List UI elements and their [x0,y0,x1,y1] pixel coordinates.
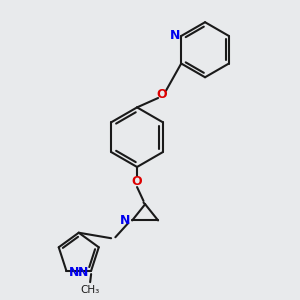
Text: N: N [78,266,88,279]
Text: N: N [69,266,79,279]
Text: CH₃: CH₃ [80,285,100,296]
Text: O: O [156,88,166,100]
Text: N: N [170,28,181,41]
Text: O: O [132,175,142,188]
Text: N: N [120,214,130,227]
